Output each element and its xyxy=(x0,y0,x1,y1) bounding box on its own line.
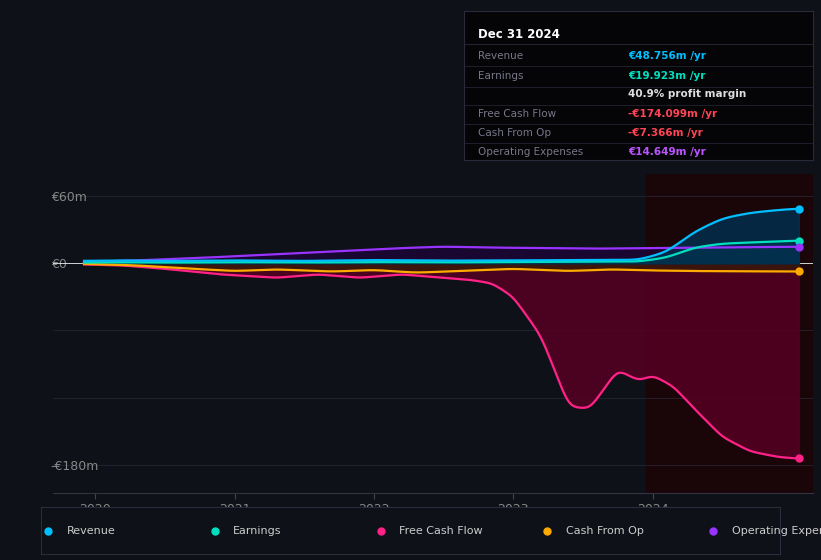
Text: Dec 31 2024: Dec 31 2024 xyxy=(478,27,560,40)
Text: -€174.099m /yr: -€174.099m /yr xyxy=(628,109,717,119)
Text: Earnings: Earnings xyxy=(478,72,523,82)
Text: Revenue: Revenue xyxy=(478,51,523,60)
Text: Free Cash Flow: Free Cash Flow xyxy=(400,526,483,535)
Text: Operating Expenses: Operating Expenses xyxy=(478,147,583,157)
Text: Revenue: Revenue xyxy=(67,526,116,535)
Text: Operating Expenses: Operating Expenses xyxy=(732,526,821,535)
Text: Cash From Op: Cash From Op xyxy=(478,128,551,138)
Text: €14.649m /yr: €14.649m /yr xyxy=(628,147,705,157)
Text: €48.756m /yr: €48.756m /yr xyxy=(628,51,706,60)
Text: Cash From Op: Cash From Op xyxy=(566,526,644,535)
Text: Earnings: Earnings xyxy=(233,526,282,535)
Bar xyxy=(645,174,813,493)
Text: Free Cash Flow: Free Cash Flow xyxy=(478,109,556,119)
Text: 40.9% profit margin: 40.9% profit margin xyxy=(628,89,746,99)
Text: -€7.366m /yr: -€7.366m /yr xyxy=(628,128,703,138)
Text: €19.923m /yr: €19.923m /yr xyxy=(628,72,705,82)
